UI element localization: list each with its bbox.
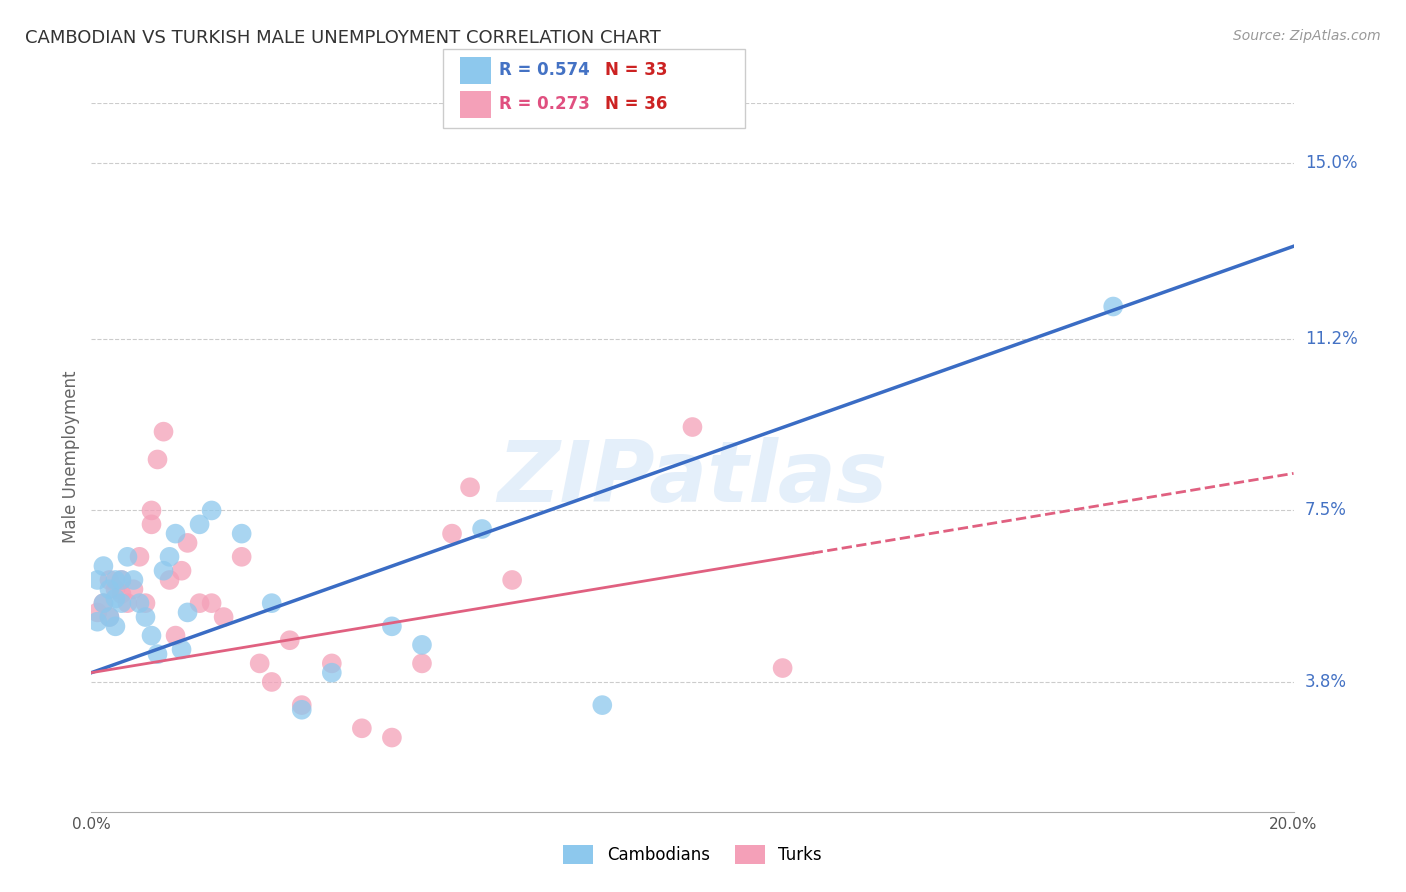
Point	[98, 573, 121, 587]
Point	[212, 610, 235, 624]
Point	[110, 573, 132, 587]
Point	[231, 549, 253, 564]
Point	[411, 657, 433, 671]
Point	[381, 731, 404, 745]
Text: ZIPatlas: ZIPatlas	[498, 437, 887, 520]
Point	[134, 596, 156, 610]
Point	[176, 606, 198, 620]
Point	[98, 610, 121, 624]
Point	[249, 657, 271, 671]
Point	[165, 629, 187, 643]
Point	[141, 503, 163, 517]
Point	[141, 629, 163, 643]
Point	[117, 596, 139, 610]
Point	[201, 503, 224, 517]
Point	[260, 596, 283, 610]
Point	[117, 549, 139, 564]
Point	[86, 615, 108, 629]
Point	[159, 549, 181, 564]
Point	[772, 661, 794, 675]
Point	[141, 517, 163, 532]
Point	[110, 587, 132, 601]
Point	[591, 698, 613, 712]
Text: R = 0.574: R = 0.574	[499, 62, 591, 79]
Point	[231, 526, 253, 541]
Point	[291, 703, 314, 717]
Point	[146, 452, 169, 467]
Point	[188, 517, 211, 532]
Point	[321, 657, 343, 671]
Point	[201, 596, 224, 610]
Text: 3.8%: 3.8%	[1305, 673, 1347, 691]
Point	[104, 591, 127, 606]
Point	[152, 564, 174, 578]
Point	[170, 564, 193, 578]
Text: R = 0.273: R = 0.273	[499, 95, 591, 113]
Point	[291, 698, 314, 712]
Point	[122, 582, 145, 597]
Text: N = 33: N = 33	[605, 62, 666, 79]
Text: N = 36: N = 36	[605, 95, 666, 113]
Point	[165, 526, 187, 541]
Point	[170, 642, 193, 657]
Point	[93, 559, 115, 574]
Text: 15.0%: 15.0%	[1305, 153, 1357, 172]
Text: 11.2%: 11.2%	[1305, 330, 1357, 348]
Point	[93, 596, 115, 610]
Point	[128, 549, 150, 564]
Point	[440, 526, 463, 541]
Point	[501, 573, 523, 587]
Point	[93, 596, 115, 610]
Point	[411, 638, 433, 652]
Text: 7.5%: 7.5%	[1305, 501, 1347, 519]
Point	[104, 619, 127, 633]
Point	[110, 596, 132, 610]
Point	[321, 665, 343, 680]
Point	[98, 610, 121, 624]
Point	[681, 420, 703, 434]
Point	[381, 619, 404, 633]
Point	[86, 606, 108, 620]
Point	[146, 647, 169, 661]
Point	[458, 480, 481, 494]
Point	[128, 596, 150, 610]
Text: Source: ZipAtlas.com: Source: ZipAtlas.com	[1233, 29, 1381, 43]
Point	[260, 675, 283, 690]
Point	[350, 721, 373, 735]
Point	[98, 582, 121, 597]
Point	[1102, 300, 1125, 314]
Point	[104, 582, 127, 597]
Point	[471, 522, 494, 536]
Legend: Cambodians, Turks: Cambodians, Turks	[557, 838, 828, 871]
Point	[110, 573, 132, 587]
Point	[278, 633, 301, 648]
Point	[152, 425, 174, 439]
Point	[159, 573, 181, 587]
Point	[86, 573, 108, 587]
Point	[188, 596, 211, 610]
Point	[122, 573, 145, 587]
Point	[104, 573, 127, 587]
Y-axis label: Male Unemployment: Male Unemployment	[62, 371, 80, 543]
Text: CAMBODIAN VS TURKISH MALE UNEMPLOYMENT CORRELATION CHART: CAMBODIAN VS TURKISH MALE UNEMPLOYMENT C…	[25, 29, 661, 46]
Point	[134, 610, 156, 624]
Point	[176, 536, 198, 550]
